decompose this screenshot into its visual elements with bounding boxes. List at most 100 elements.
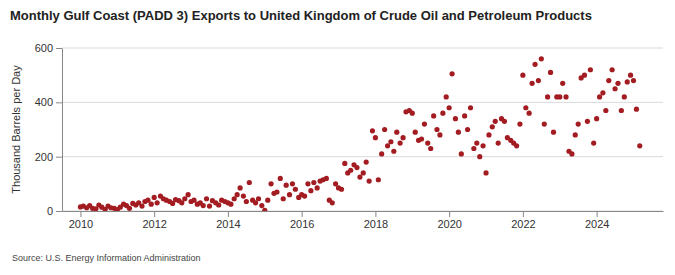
x-tick: 2020 (437, 211, 461, 230)
point (625, 79, 630, 84)
point (244, 199, 249, 204)
y-axis-line (62, 49, 63, 212)
point (585, 119, 590, 124)
x-tick-label: 2022 (511, 218, 535, 230)
point (391, 149, 396, 154)
x-tick-label: 2018 (364, 218, 388, 230)
point (293, 187, 298, 192)
point (600, 90, 605, 95)
x-tick-label: 2020 (437, 218, 461, 230)
point (591, 140, 596, 145)
y-tick: 0 (47, 205, 62, 217)
x-axis-line (63, 211, 664, 212)
point (536, 78, 541, 83)
point (235, 192, 240, 197)
grid (62, 48, 663, 211)
point (447, 105, 452, 110)
point (490, 124, 495, 129)
point (394, 130, 399, 135)
point (265, 198, 270, 203)
point (440, 111, 445, 116)
point (139, 204, 144, 209)
point (247, 180, 252, 185)
y-tick-label: 600 (35, 42, 53, 54)
x-axis: 20102012201420162018202020222024 (63, 211, 664, 230)
point (615, 81, 620, 86)
x-tick-label: 2010 (69, 218, 93, 230)
point (287, 192, 292, 197)
point (560, 81, 565, 86)
point (486, 132, 491, 137)
point (431, 113, 436, 118)
point (453, 116, 458, 121)
point (348, 168, 353, 173)
grid-line (62, 102, 663, 103)
point (339, 187, 344, 192)
point (532, 62, 537, 67)
source-note: Source: U.S. Energy Information Administ… (12, 253, 201, 263)
point (603, 108, 608, 113)
point (425, 140, 430, 145)
point (382, 127, 387, 132)
x-tick-mark (302, 211, 303, 217)
point (388, 139, 393, 144)
point (557, 94, 562, 99)
x-tick-label: 2014 (216, 218, 240, 230)
x-tick-mark (449, 211, 450, 217)
point (342, 161, 347, 166)
chart: 0200400600201020122014201620182020202220… (0, 0, 675, 275)
point (606, 78, 611, 83)
point (185, 192, 190, 197)
x-tick-mark (375, 211, 376, 217)
point (330, 200, 335, 205)
point (127, 206, 132, 211)
point (569, 151, 574, 156)
point (216, 202, 221, 207)
x-tick-mark (154, 211, 155, 217)
point (622, 94, 627, 99)
grid-line (62, 48, 663, 49)
points (78, 56, 643, 211)
point (155, 200, 160, 205)
point (468, 105, 473, 110)
point (545, 94, 550, 99)
x-tick-mark (523, 211, 524, 217)
y-axis: 0200400600 (35, 42, 63, 217)
point (514, 143, 519, 148)
y-tick-mark (56, 211, 62, 212)
y-tick-mark (56, 48, 62, 49)
x-tick-mark (228, 211, 229, 217)
point (563, 94, 568, 99)
y-tick: 600 (35, 42, 62, 54)
title: Monthly Gulf Coast (PADD 3) Exports to U… (10, 8, 592, 23)
point (483, 170, 488, 175)
point (517, 121, 522, 126)
point (551, 130, 556, 135)
y-tick-mark (56, 102, 62, 103)
point (548, 70, 553, 75)
point (237, 185, 242, 190)
point (370, 128, 375, 133)
point (437, 132, 442, 137)
point (576, 121, 581, 126)
point (449, 71, 454, 76)
x-tick-mark (80, 211, 81, 217)
point (594, 116, 599, 121)
point (284, 183, 289, 188)
x-tick-mark (597, 211, 598, 217)
point (400, 135, 405, 140)
point (527, 111, 532, 116)
point (398, 140, 403, 145)
x-tick: 2016 (290, 211, 314, 230)
point (410, 111, 415, 116)
x-tick: 2014 (216, 211, 240, 230)
y-tick-label: 200 (35, 151, 53, 163)
point (610, 67, 615, 72)
point (376, 177, 381, 182)
point (373, 135, 378, 140)
point (324, 176, 329, 181)
point (480, 143, 485, 148)
point (628, 73, 633, 78)
point (290, 181, 295, 186)
x-tick-label: 2012 (142, 218, 166, 230)
